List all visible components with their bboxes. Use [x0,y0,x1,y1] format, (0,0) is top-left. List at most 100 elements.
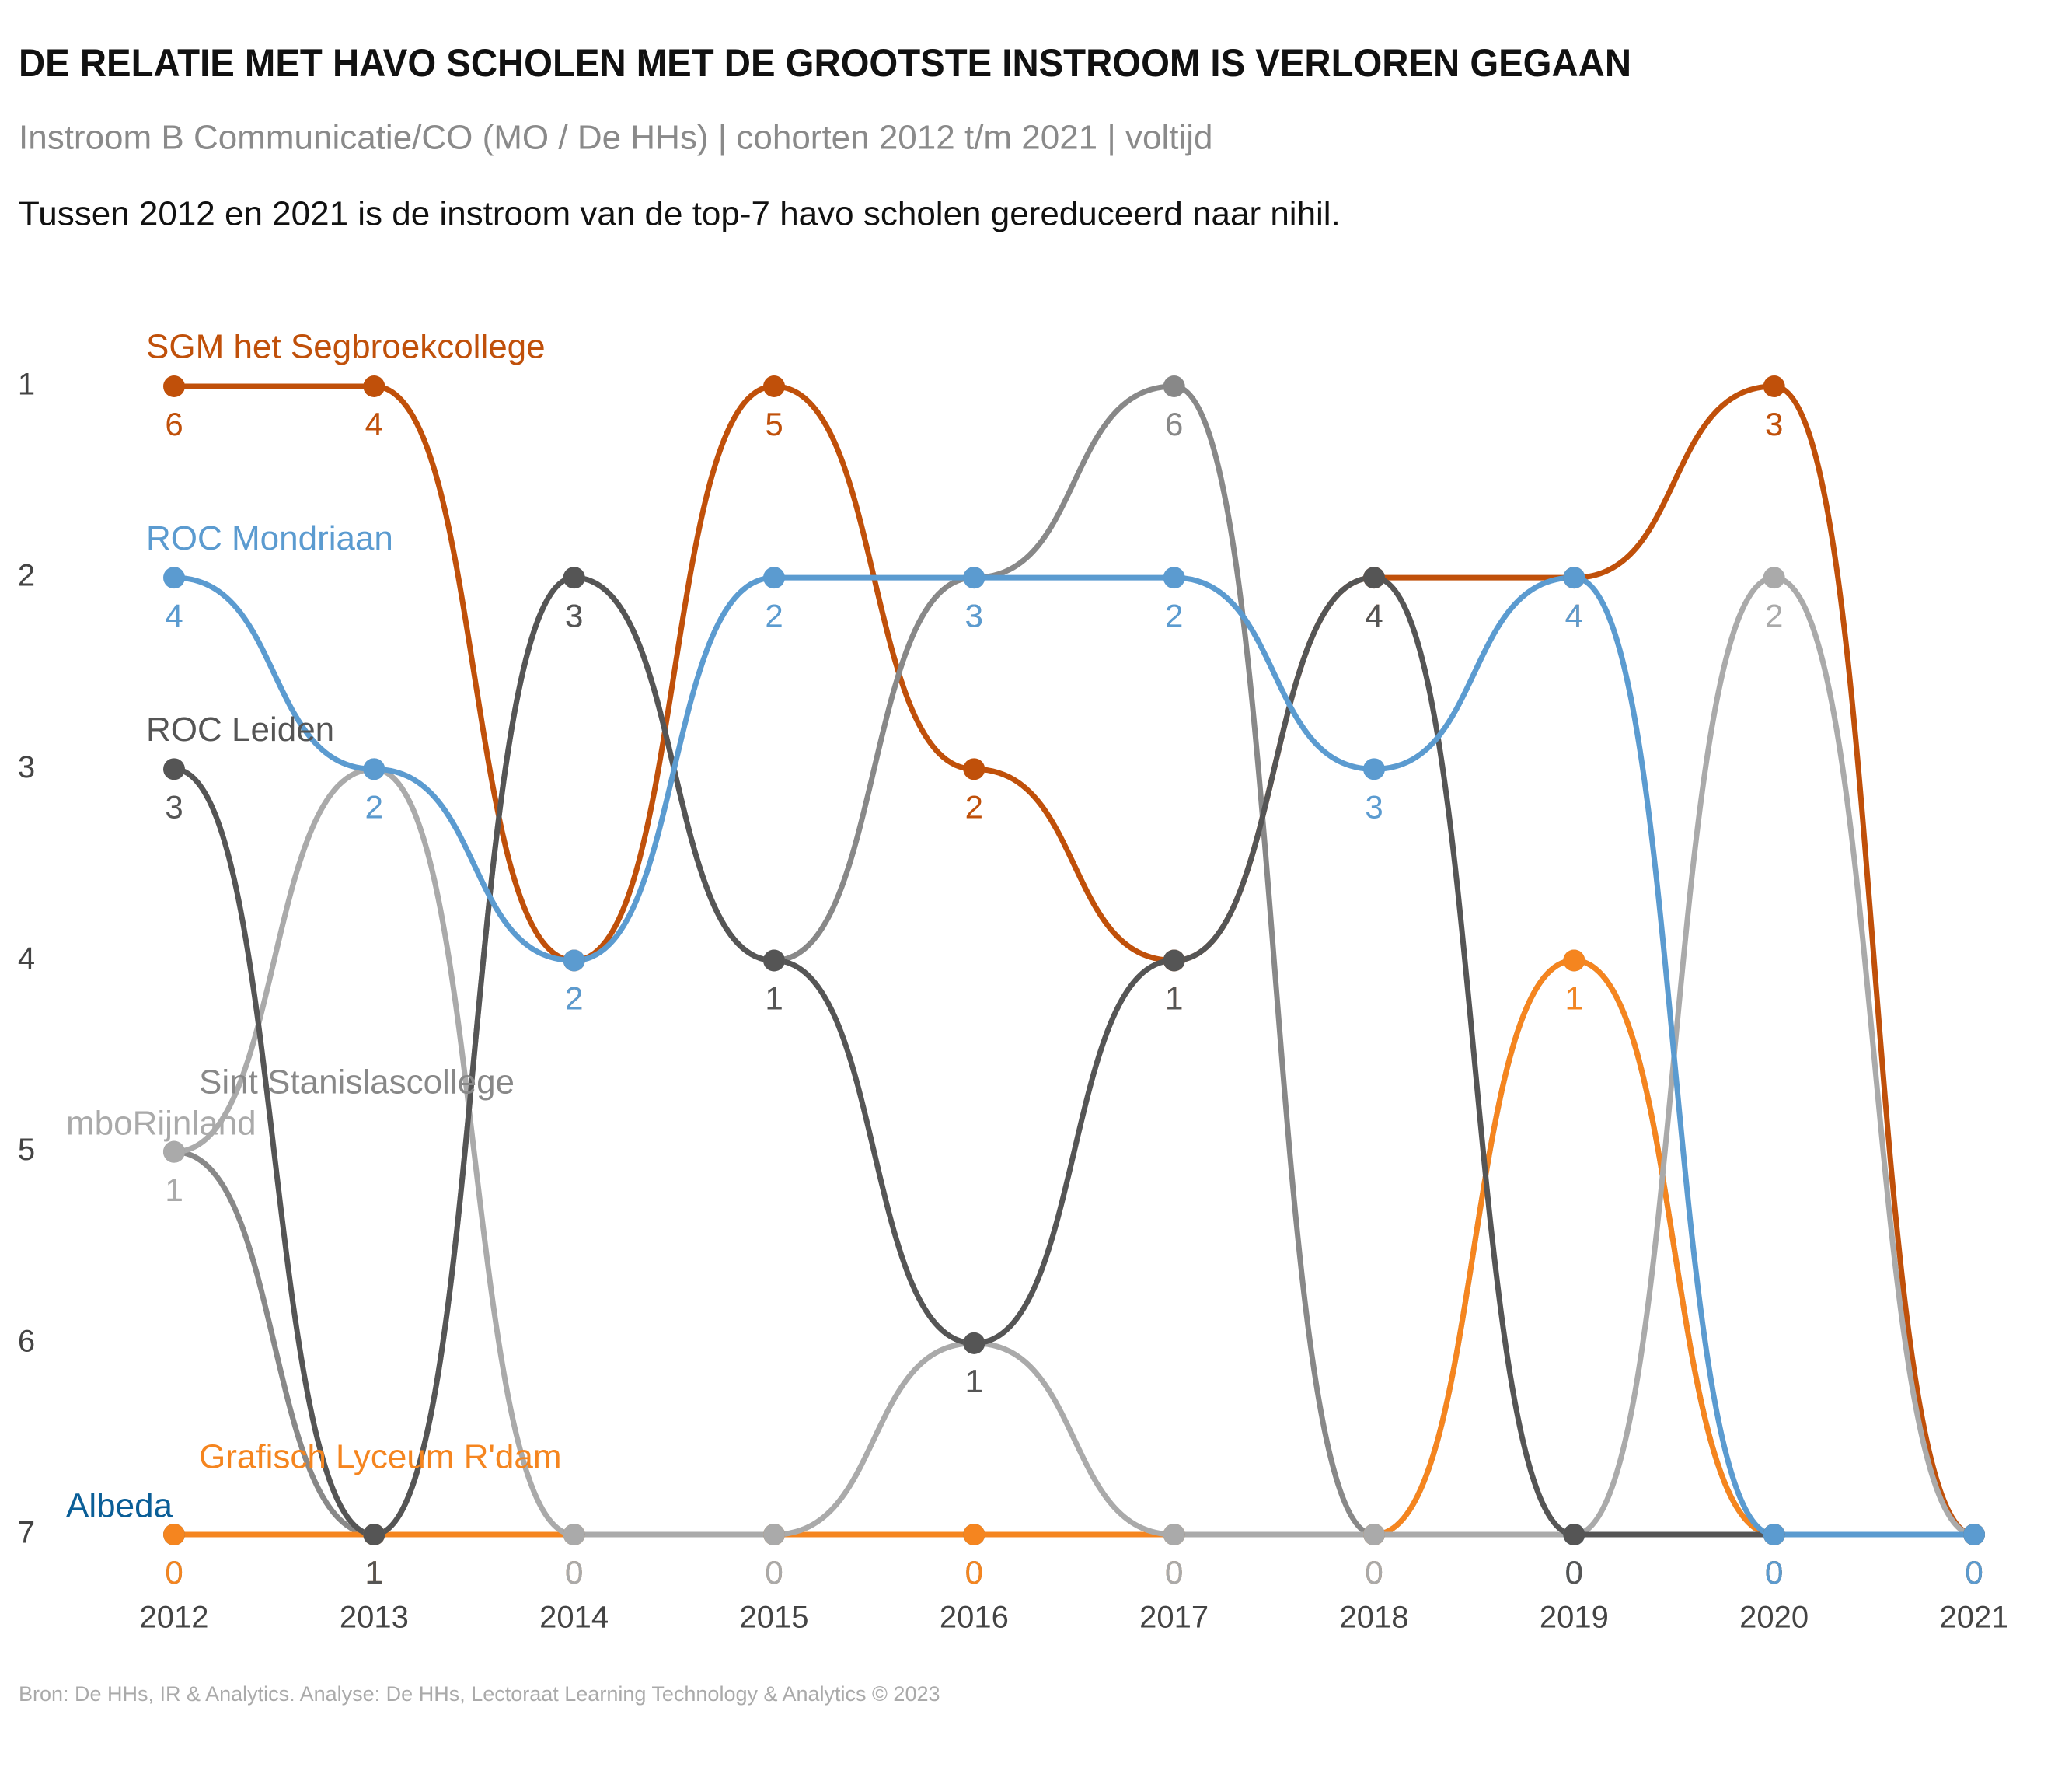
series-line [173,574,1975,1538]
value-label: 0 [765,1554,783,1591]
point [363,375,385,397]
value-label: 3 [1765,406,1783,442]
point [963,1524,985,1545]
point [1363,567,1385,589]
value-label: 4 [165,597,183,634]
value-label: 0 [1765,1554,1783,1591]
value-label: 1 [365,1554,383,1591]
value-label: 0 [1565,1554,1583,1591]
value-label: 0 [565,1554,583,1591]
point [1363,758,1385,780]
series-label: ROC Leiden [146,711,334,749]
x-tick-label: 2018 [1340,1601,1409,1635]
chart-subtitle: Instroom B Communicatie/CO (MO / De HHs)… [19,119,1213,157]
value-label: 2 [1165,597,1183,634]
x-tick-label: 2017 [1139,1601,1209,1635]
value-label: 0 [965,1554,983,1591]
series-label: mboRijnland [66,1104,256,1142]
value-label: 0 [1965,1554,1983,1591]
y-tick-label: 6 [18,1324,35,1358]
y-tick-label: 5 [18,1133,35,1167]
point [1163,949,1185,972]
x-tick-label: 2020 [1739,1601,1809,1635]
value-label: 2 [565,980,583,1017]
value-label: 0 [1965,1554,1983,1591]
value-label: 1 [1165,980,1183,1017]
point [363,758,385,780]
series-label: Albeda [66,1487,173,1525]
value-label: 0 [1165,1554,1183,1591]
value-label: 4 [365,406,383,442]
value-label: 1 [1565,980,1583,1017]
point [763,567,785,589]
point [763,949,785,972]
y-tick-label: 1 [18,368,35,402]
point [963,1332,985,1354]
point [763,1524,785,1545]
series-label: ROC Mondriaan [146,519,393,557]
point [1363,1524,1385,1545]
value-label: 3 [565,597,583,634]
value-label: 4 [1565,597,1583,634]
value-label: 0 [765,1554,783,1591]
value-label: 3 [165,788,183,825]
y-tick-label: 3 [18,750,35,784]
value-label: 0 [1965,1554,1983,1591]
y-tick-label: 4 [18,941,35,976]
point [563,1524,585,1545]
value-label: 1 [1565,980,1583,1017]
point [1163,567,1185,589]
value-label: 0 [1165,1554,1183,1591]
value-label: 0 [1165,1554,1183,1591]
value-label: 0 [1765,1554,1783,1591]
value-label: 0 [565,1554,583,1591]
point [1563,1524,1585,1545]
value-label: 3 [565,597,583,634]
value-label: 0 [1365,1554,1383,1591]
value-label: 0 [1565,1554,1583,1591]
value-label: 2 [365,788,383,825]
point [563,567,585,589]
series-line [173,574,1974,1538]
x-tick-label: 2019 [1540,1601,1609,1635]
value-label: 0 [1765,1554,1783,1591]
y-tick-label: 2 [18,559,35,593]
value-label: 2 [965,788,983,825]
point [1763,1524,1785,1545]
point [1963,1524,1985,1545]
value-label: 4 [1565,597,1583,634]
point [1163,375,1185,397]
point [363,1524,385,1545]
value-label: 0 [165,1554,183,1591]
point [163,758,185,780]
point [163,567,185,589]
value-label: 0 [1765,1554,1783,1591]
point [1563,567,1585,589]
value-label: 0 [1365,1554,1383,1591]
x-tick-label: 2012 [140,1601,209,1635]
x-tick-label: 2013 [340,1601,409,1635]
value-label: 1 [965,1363,983,1399]
series-label: SGM het Segbroekcollege [146,328,546,366]
chart-title: DE RELATIE MET HAVO SCHOLEN MET DE GROOT… [19,41,1631,85]
point [163,1140,185,1163]
value-label: 1 [365,1554,383,1591]
series-line [174,383,1975,1538]
point [1563,949,1585,972]
series-label: Sint Stanislascollege [199,1063,515,1101]
point [1763,567,1785,589]
value-label: 0 [1565,1554,1583,1591]
point [763,375,785,397]
series-line [173,383,1974,1538]
x-tick-label: 2021 [1940,1601,2009,1635]
value-label: 0 [165,1554,183,1591]
value-label: 1 [165,1172,183,1208]
value-label: 1 [365,1554,383,1591]
value-label: 0 [1965,1554,1983,1591]
series-line [173,574,1974,1538]
value-label: 2 [1765,597,1783,634]
value-label: 6 [165,406,183,442]
value-label: 4 [1365,597,1383,634]
value-label: 0 [765,1554,783,1591]
value-label: 0 [965,1554,983,1591]
